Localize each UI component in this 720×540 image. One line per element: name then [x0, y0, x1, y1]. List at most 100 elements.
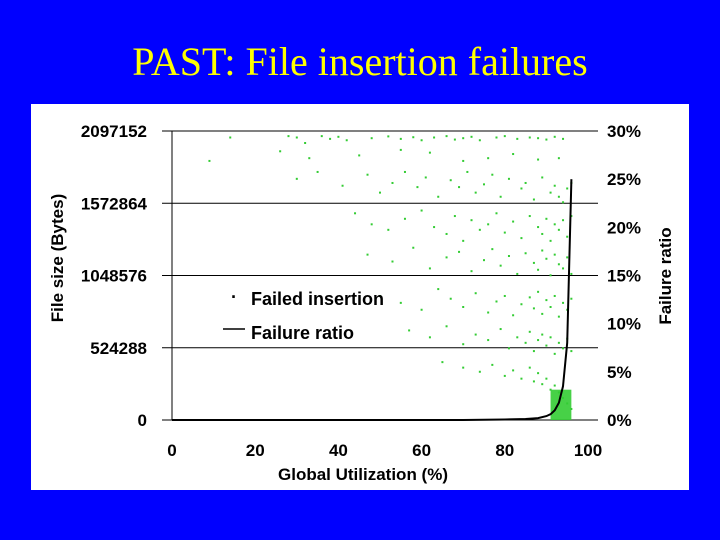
scatter-point: [570, 350, 573, 353]
scatter-point: [449, 179, 452, 182]
x-tick: 20: [246, 441, 265, 460]
scatter-point: [537, 137, 540, 140]
scatter-point: [462, 239, 465, 242]
scatter-point: [462, 305, 465, 308]
scatter-point: [545, 138, 548, 141]
scatter-point: [279, 150, 282, 153]
x-tick: 60: [412, 441, 431, 460]
slide-title: PAST: File insertion failures: [132, 39, 588, 84]
scatter-point: [557, 195, 560, 198]
scatter-point: [553, 352, 556, 355]
x-tick: 0: [167, 441, 176, 460]
scatter-point: [520, 303, 523, 306]
scatter-point: [483, 183, 485, 186]
scatter-point: [399, 148, 402, 151]
scatter-point: [528, 366, 531, 369]
scatter-point: [553, 135, 556, 138]
legend-label-failed-insertion: Failed insertion: [251, 289, 384, 309]
scatter-point: [420, 308, 423, 311]
scatter-point: [470, 135, 473, 138]
scatter-point: [532, 198, 535, 201]
scatter-point: [541, 232, 544, 235]
y-right-tick: 30%: [607, 122, 641, 141]
scatter-point: [503, 374, 506, 377]
scatter-point: [487, 157, 490, 160]
scatter-point: [553, 253, 556, 256]
scatter-point: [557, 263, 560, 266]
scatter-point: [528, 330, 531, 333]
scatter-point: [537, 290, 540, 293]
scatter-point: [478, 139, 481, 142]
scatter-point: [424, 176, 427, 179]
scatter-point: [532, 350, 535, 353]
scatter-point: [483, 259, 485, 262]
scatter-point: [566, 256, 569, 259]
scatter-point: [462, 137, 465, 140]
scatter-point: [491, 248, 494, 251]
scatter-point: [379, 191, 381, 194]
failure-ratio-line: [172, 179, 573, 421]
chart-panel: 0 524288 1048576 1572864 2097152 0% 5% 10% 15% 2…: [31, 104, 689, 490]
scatter-point: [512, 369, 515, 372]
scatter-point: [562, 267, 565, 270]
scatter-point: [453, 138, 456, 141]
scatter-point: [449, 297, 452, 300]
scatter-point: [354, 212, 357, 215]
scatter-point: [445, 135, 448, 138]
scatter-point: [387, 135, 390, 138]
scatter-point: [320, 135, 323, 138]
scatter-point: [512, 153, 515, 156]
scatter-point: [545, 217, 548, 220]
scatter-point: [229, 136, 232, 139]
y-right-tick: 10%: [607, 315, 641, 334]
scatter-point: [474, 333, 477, 336]
scatter-point: [516, 272, 519, 275]
scatter-point: [541, 383, 544, 386]
legend-marker-points: ·: [231, 287, 237, 307]
scatter-point: [470, 270, 473, 273]
scatter-point: [495, 136, 498, 139]
scatter-point: [428, 151, 431, 154]
scatter-point: [462, 159, 465, 162]
scatter-point: [399, 301, 402, 304]
scatter-point: [545, 377, 548, 380]
dense-failure-band: [550, 389, 572, 420]
scatter-point: [520, 237, 523, 240]
scatter-point: [520, 377, 523, 380]
x-tick: 40: [329, 441, 348, 460]
scatter-point: [516, 336, 519, 339]
scatter-point: [553, 223, 556, 226]
x-axis-label: Global Utilization (%): [278, 465, 448, 484]
scatter-point: [499, 195, 502, 198]
scatter-point: [462, 366, 465, 369]
scatter-point: [545, 344, 548, 347]
scatter-point: [570, 272, 573, 275]
scatter-point: [316, 170, 319, 173]
scatter-point: [503, 135, 506, 138]
y-right-tick: 0%: [607, 411, 632, 430]
scatter-point: [295, 177, 298, 180]
scatter-point: [553, 294, 556, 297]
y-left-tick: 1048576: [81, 267, 147, 286]
scatter-point: [491, 173, 494, 176]
scatter-point: [420, 139, 423, 142]
x-tick: 100: [574, 441, 602, 460]
scatter-point: [537, 372, 540, 375]
y-right-tick-labels: 0% 5% 10% 15% 20% 25% 30%: [607, 122, 641, 430]
scatter-point: [478, 370, 481, 373]
scatter-point: [537, 268, 540, 271]
scatter-chart: 0 524288 1048576 1572864 2097152 0% 5% 10% 15% 2…: [48, 122, 675, 484]
x-tick: 80: [495, 441, 514, 460]
legend: · Failed insertion Failure ratio: [223, 287, 384, 343]
scatter-point: [470, 219, 473, 222]
scatter-point: [524, 181, 527, 184]
scatter-point: [441, 361, 444, 364]
scatter-point: [528, 136, 531, 139]
scatter-point: [495, 212, 498, 215]
scatter-point: [557, 228, 560, 231]
scatter-point: [524, 341, 527, 344]
scatter-point: [399, 137, 402, 140]
scatter-point: [532, 307, 535, 310]
scatter-point: [337, 135, 340, 138]
scatter-point: [474, 292, 477, 295]
